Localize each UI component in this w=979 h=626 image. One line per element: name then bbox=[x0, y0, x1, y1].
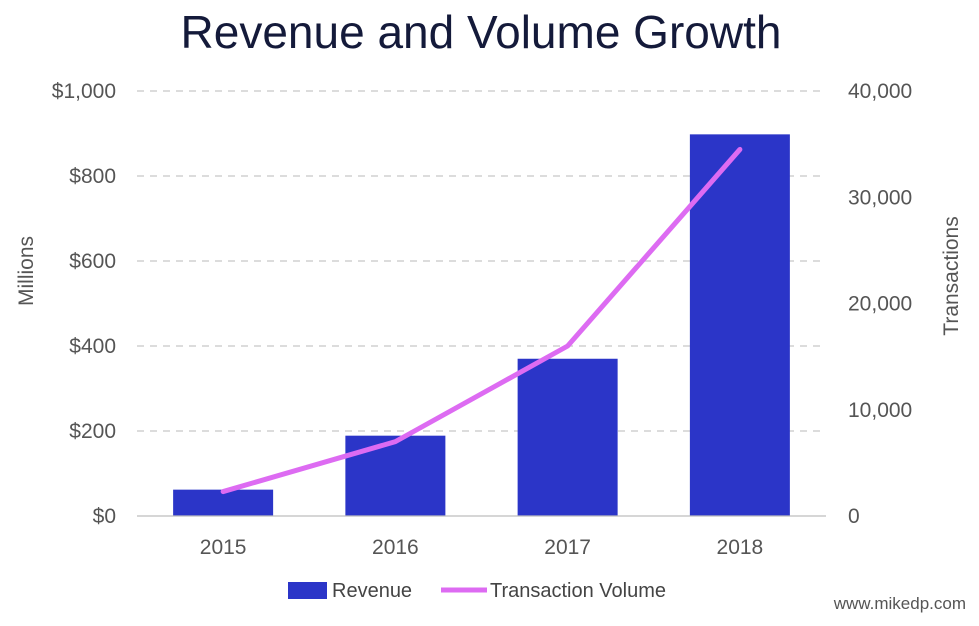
revenue-bar bbox=[689, 134, 790, 516]
revenue-bar bbox=[517, 358, 618, 516]
y2-tick-label: 0 bbox=[848, 505, 860, 528]
y-tick-label: $200 bbox=[69, 420, 116, 443]
x-tick-label: 2015 bbox=[200, 536, 247, 559]
x-tick-label: 2017 bbox=[544, 536, 591, 559]
y-tick-label: $800 bbox=[69, 165, 116, 188]
y-tick-label: $1,000 bbox=[52, 80, 116, 103]
y-tick-label: $400 bbox=[69, 335, 116, 358]
y2-tick-label: 10,000 bbox=[848, 399, 912, 422]
revenue-bar bbox=[345, 435, 446, 516]
transaction-volume-line bbox=[220, 146, 743, 495]
credit-text: www.mikedp.com bbox=[833, 594, 966, 613]
y2-axis-title: Transactions bbox=[940, 216, 963, 335]
legend-label-revenue: Revenue bbox=[332, 580, 412, 602]
y-tick-label: $0 bbox=[93, 505, 116, 528]
legend-swatch-revenue bbox=[288, 582, 327, 599]
y2-tick-label: 40,000 bbox=[848, 80, 912, 103]
chart-title: Revenue and Volume Growth bbox=[181, 6, 782, 58]
y2-tick-label: 20,000 bbox=[848, 293, 912, 316]
y2-tick-label: 30,000 bbox=[848, 186, 912, 209]
transaction-line-group bbox=[220, 146, 743, 495]
x-tick-label: 2018 bbox=[717, 536, 764, 559]
legend-label-transaction-volume: Transaction Volume bbox=[490, 580, 666, 602]
axes: $0 $200 $400 $600 $800 $1,000 0 10,000 20,000 30,… bbox=[52, 80, 912, 559]
y-axis-title: Millions bbox=[15, 236, 38, 306]
x-tick-label: 2016 bbox=[372, 536, 419, 559]
legend: Revenue Transaction Volume bbox=[288, 580, 666, 602]
y-tick-label: $600 bbox=[69, 250, 116, 273]
revenue-bars bbox=[173, 134, 790, 516]
